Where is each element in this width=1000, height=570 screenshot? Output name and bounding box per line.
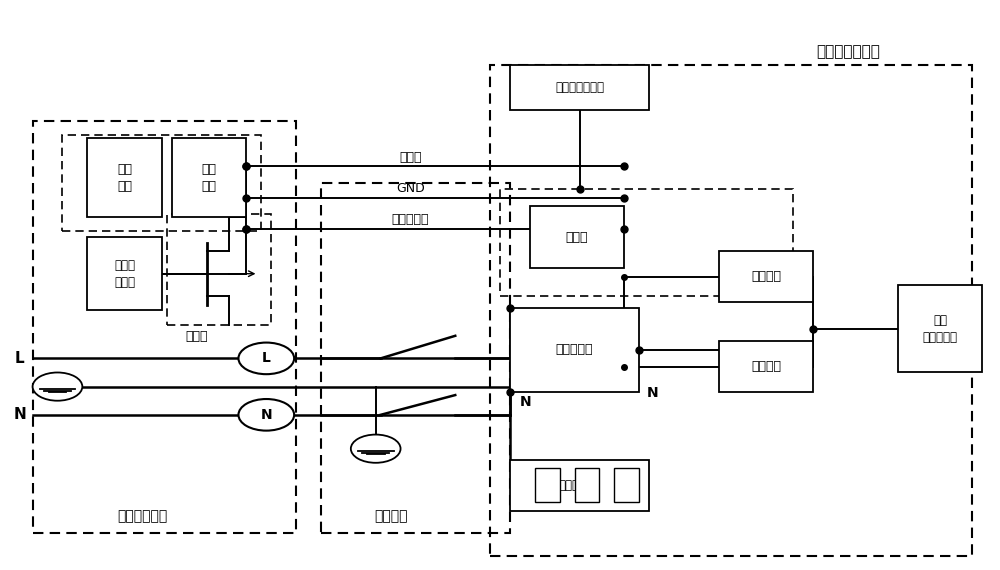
FancyBboxPatch shape <box>719 341 813 392</box>
Text: 低压供电线: 低压供电线 <box>392 213 429 226</box>
Text: 主控制系统模块: 主控制系统模块 <box>816 44 880 59</box>
Text: N: N <box>647 386 659 400</box>
FancyBboxPatch shape <box>87 237 162 311</box>
Text: L: L <box>262 351 271 365</box>
FancyBboxPatch shape <box>614 469 639 502</box>
FancyBboxPatch shape <box>172 139 246 217</box>
Circle shape <box>238 343 294 374</box>
FancyBboxPatch shape <box>575 469 599 502</box>
Circle shape <box>33 372 82 401</box>
Text: 继电器: 继电器 <box>185 330 208 343</box>
Text: 热断路器: 热断路器 <box>374 510 407 523</box>
Text: N: N <box>13 408 26 422</box>
FancyBboxPatch shape <box>535 469 560 502</box>
Text: N: N <box>520 395 532 409</box>
Text: 流量
传感器模块: 流量 传感器模块 <box>923 314 958 344</box>
FancyBboxPatch shape <box>898 285 982 372</box>
Text: 电源
模块: 电源 模块 <box>117 163 132 193</box>
Text: 继电器模块: 继电器模块 <box>556 343 593 356</box>
Circle shape <box>351 434 401 463</box>
Text: 开关控
制系统: 开关控 制系统 <box>114 259 135 289</box>
Text: 通讯线: 通讯线 <box>399 150 422 164</box>
FancyBboxPatch shape <box>87 139 162 217</box>
Text: GND: GND <box>396 182 425 195</box>
Text: 操作模块: 操作模块 <box>751 270 781 283</box>
FancyBboxPatch shape <box>719 251 813 302</box>
Text: 电加热器模块: 电加热器模块 <box>559 479 601 492</box>
FancyBboxPatch shape <box>530 206 624 268</box>
FancyBboxPatch shape <box>510 65 649 110</box>
Text: N: N <box>260 408 272 422</box>
FancyBboxPatch shape <box>510 460 649 511</box>
Text: 显示模块: 显示模块 <box>751 360 781 373</box>
Text: L: L <box>15 351 24 366</box>
FancyBboxPatch shape <box>510 308 639 392</box>
Text: 单片机: 单片机 <box>566 230 588 243</box>
Circle shape <box>238 399 294 430</box>
Text: 温度传感器模块: 温度传感器模块 <box>555 81 604 94</box>
Text: 开关插头模块: 开关插头模块 <box>117 510 167 523</box>
Text: 通讯
模块: 通讯 模块 <box>202 163 217 193</box>
